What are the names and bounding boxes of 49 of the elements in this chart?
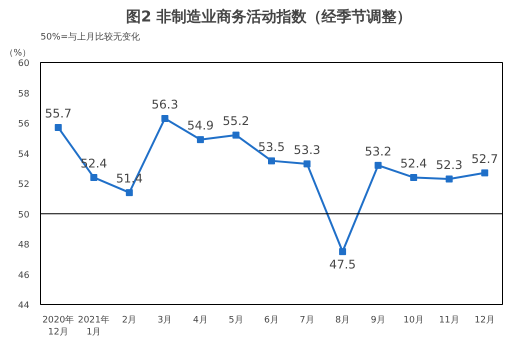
y-tick-label: 44 <box>18 301 30 311</box>
y-tick-label: 46 <box>18 270 30 281</box>
y-tick-label: 50 <box>18 210 30 220</box>
y-tick-label: 54 <box>18 150 30 160</box>
data-label: 52.4 <box>400 156 428 170</box>
y-tick-label: 56 <box>18 120 30 130</box>
point <box>196 136 204 144</box>
data-label: 55.7 <box>44 106 72 121</box>
point <box>304 160 311 168</box>
x-tick-label: 2021年 1月 <box>78 314 110 338</box>
x-tick-label: 10月 <box>403 316 424 326</box>
data-label: 47.5 <box>329 258 356 272</box>
data-label: 53.2 <box>364 144 392 158</box>
x-tick-label: 2020年 12月 <box>42 314 74 338</box>
data-label: 54.9 <box>187 118 214 133</box>
x-tick-label: 5月 <box>228 316 244 326</box>
x-tick-label: 6月 <box>264 316 279 326</box>
chart-title: 图2 非制造业商务活动指数（经季节调整） <box>126 8 412 26</box>
x-tick-label: 4月 <box>193 316 208 326</box>
x-tick-label: 3月 <box>158 316 172 326</box>
point <box>90 174 98 181</box>
data-label: 56.3 <box>152 97 178 112</box>
data-label: 53.5 <box>258 140 285 154</box>
y-tick-label: 58 <box>18 89 30 100</box>
point <box>446 175 453 182</box>
x-tick-label: 7月 <box>300 316 314 326</box>
point <box>268 157 275 164</box>
y-tick-label: 52 <box>18 180 30 190</box>
point <box>161 114 168 122</box>
x-tick-label: 8月 <box>335 316 350 326</box>
point <box>54 124 62 132</box>
y-tick-label: 48 <box>18 240 30 250</box>
point <box>481 169 488 176</box>
x-tick-label: 2月 <box>122 316 137 326</box>
data-label: 55.2 <box>222 114 250 128</box>
point <box>410 174 418 181</box>
data-label: 53.3 <box>294 142 320 157</box>
point <box>126 189 133 196</box>
data-label: 52.7 <box>471 152 498 166</box>
text: 50%=与上月比较无变化 <box>40 32 140 42</box>
data-label: 52.3 <box>436 158 463 172</box>
x-tick-label: 9月 <box>370 316 386 326</box>
point <box>339 248 346 256</box>
x-tick-label: 11月 <box>438 316 460 326</box>
x-tick-label: 12月 <box>474 316 495 326</box>
y-axis-title: （%） <box>4 48 32 58</box>
point <box>232 132 240 139</box>
y-tick-label: 60 <box>18 59 30 69</box>
point <box>374 162 382 169</box>
